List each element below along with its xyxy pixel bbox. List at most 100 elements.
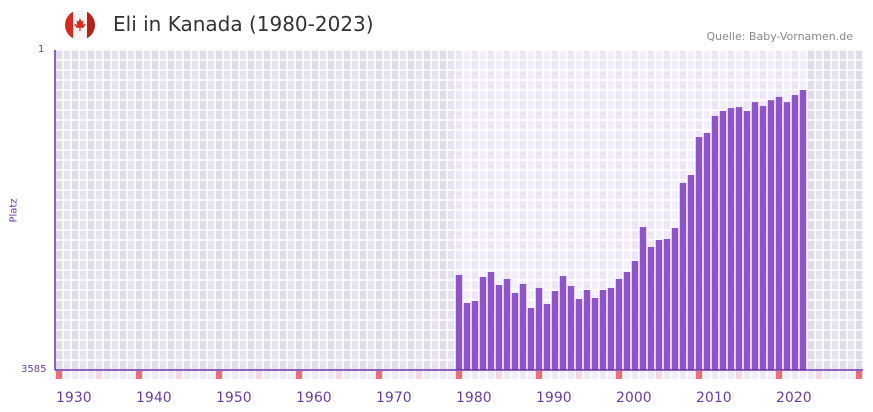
bar-1992[interactable] <box>551 291 559 370</box>
bar-1996[interactable] <box>583 290 591 370</box>
year-marker <box>391 371 399 379</box>
year-marker <box>735 371 743 379</box>
year-marker <box>551 371 559 379</box>
bar-2017[interactable] <box>751 102 759 370</box>
bar-1987[interactable] <box>511 293 519 370</box>
year-marker <box>671 371 679 379</box>
year-marker <box>535 371 543 379</box>
bar-1989[interactable] <box>527 308 535 370</box>
bar-1982[interactable] <box>471 300 479 370</box>
bar-1980[interactable] <box>455 274 463 370</box>
bar-2021[interactable] <box>783 102 791 370</box>
bar-1993[interactable] <box>559 276 567 370</box>
canada-flag-icon <box>65 10 95 44</box>
year-marker <box>415 371 423 379</box>
year-marker <box>215 371 223 379</box>
y-tick-top: 1 <box>38 44 45 55</box>
bar-2018[interactable] <box>759 106 767 370</box>
x-tick-label: 1930 <box>56 390 92 406</box>
year-marker <box>711 371 719 379</box>
bar-2009[interactable] <box>687 175 695 370</box>
bar-1981[interactable] <box>463 302 471 370</box>
year-marker <box>199 371 207 379</box>
bar-2005[interactable] <box>655 240 663 370</box>
bar-1983[interactable] <box>479 276 487 370</box>
year-marker <box>575 371 583 379</box>
bar-2004[interactable] <box>647 246 655 370</box>
bar-2023[interactable] <box>799 90 807 370</box>
year-marker <box>791 371 799 379</box>
bar-2022[interactable] <box>791 95 799 370</box>
year-marker <box>767 371 775 379</box>
bar-2016[interactable] <box>743 110 751 370</box>
year-marker <box>751 371 759 379</box>
bar-2013[interactable] <box>719 110 727 370</box>
year-marker <box>159 371 167 379</box>
x-tick-label: 2000 <box>616 390 652 406</box>
year-marker <box>855 371 863 379</box>
year-marker <box>143 371 151 379</box>
year-marker <box>279 371 287 379</box>
year-marker <box>231 371 239 379</box>
year-marker <box>127 371 135 379</box>
year-marker <box>519 371 527 379</box>
bar-2012[interactable] <box>711 115 719 370</box>
year-marker <box>375 371 383 379</box>
year-marker <box>367 371 375 379</box>
year-marker <box>623 371 631 379</box>
year-marker <box>311 371 319 379</box>
bar-2000[interactable] <box>615 278 623 370</box>
x-tick-label: 2010 <box>696 390 732 406</box>
bar-2007[interactable] <box>671 228 679 370</box>
year-marker <box>399 371 407 379</box>
year-marker <box>407 371 415 379</box>
year-marker <box>815 371 823 379</box>
bar-2006[interactable] <box>663 238 671 370</box>
bar-1984[interactable] <box>487 272 495 370</box>
year-marker <box>79 371 87 379</box>
bar-1998[interactable] <box>599 290 607 370</box>
bar-2002[interactable] <box>631 260 639 370</box>
year-marker <box>479 371 487 379</box>
year-marker <box>695 371 703 379</box>
year-marker <box>591 371 599 379</box>
year-marker <box>95 371 103 379</box>
year-marker <box>687 371 695 379</box>
bar-1991[interactable] <box>543 303 551 370</box>
year-marker <box>119 371 127 379</box>
bar-1988[interactable] <box>519 283 527 370</box>
bar-2001[interactable] <box>623 272 631 370</box>
year-marker <box>471 371 479 379</box>
year-marker <box>511 371 519 379</box>
y-tick-bottom: 3585 <box>21 364 47 375</box>
year-marker <box>559 371 567 379</box>
year-marker <box>663 371 671 379</box>
bar-1990[interactable] <box>535 287 543 370</box>
year-marker <box>639 371 647 379</box>
bar-2014[interactable] <box>727 108 735 371</box>
bar-2020[interactable] <box>775 96 783 370</box>
year-marker <box>351 371 359 379</box>
bar-1994[interactable] <box>567 285 575 370</box>
year-marker <box>607 371 615 379</box>
year-marker <box>239 371 247 379</box>
bar-1985[interactable] <box>495 285 503 370</box>
bar-2010[interactable] <box>695 137 703 370</box>
bar-2019[interactable] <box>767 100 775 371</box>
year-marker <box>327 371 335 379</box>
bar-1986[interactable] <box>503 278 511 370</box>
bar-1999[interactable] <box>607 287 615 370</box>
year-marker <box>759 371 767 379</box>
bar-2011[interactable] <box>703 132 711 370</box>
bar-2003[interactable] <box>639 227 647 370</box>
bar-1995[interactable] <box>575 298 583 370</box>
year-marker <box>87 371 95 379</box>
bar-2015[interactable] <box>735 107 743 370</box>
year-marker <box>247 371 255 379</box>
bar-1997[interactable] <box>591 298 599 370</box>
year-marker <box>799 371 807 379</box>
year-marker <box>447 371 455 379</box>
year-marker <box>183 371 191 379</box>
bar-2008[interactable] <box>679 182 687 370</box>
year-marker <box>527 371 535 379</box>
